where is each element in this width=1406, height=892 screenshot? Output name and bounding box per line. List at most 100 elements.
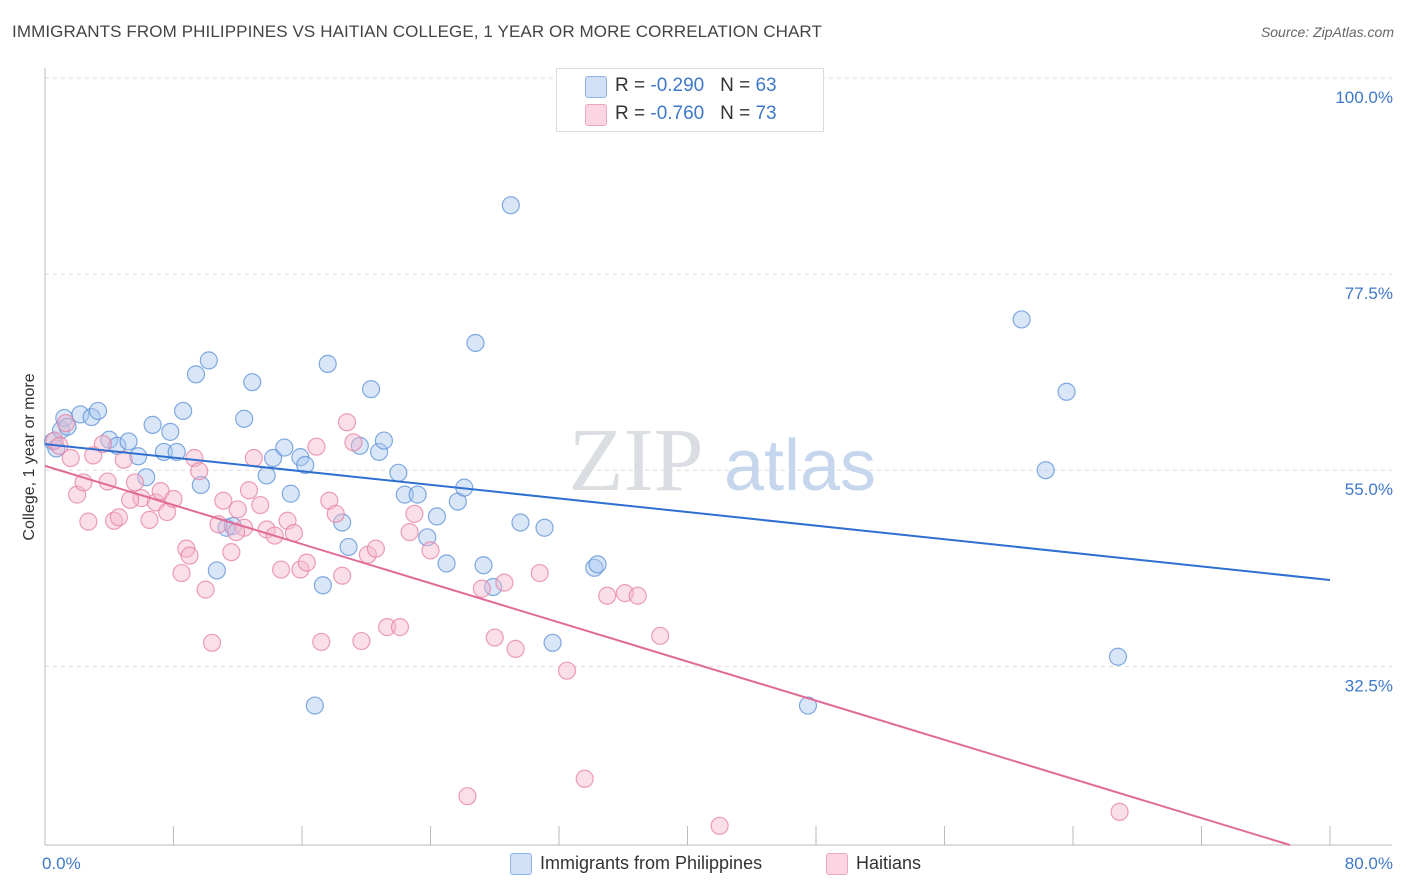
- philippines-point: [361, 380, 381, 399]
- haitians-point: [495, 573, 514, 592]
- y-axis-label: College, 1 year or more: [21, 373, 38, 540]
- legend-swatch-haitians: [585, 104, 607, 126]
- philippines-point: [174, 401, 193, 421]
- philippines-point: [484, 577, 503, 597]
- legend-row-philippines: R = -0.290 N = 63: [557, 73, 823, 99]
- watermark-atlas: atlas: [724, 426, 876, 506]
- legend-n-value: 73: [755, 103, 777, 124]
- grid-lines: [45, 77, 1392, 667]
- haitians-point: [530, 563, 549, 583]
- haitians-point: [575, 769, 594, 788]
- philippines-point: [389, 463, 408, 482]
- legend-label-haitians: Haitians: [856, 853, 922, 873]
- legend-row-haitians: R = -0.760 N = 73: [557, 101, 823, 127]
- y-tick-label: 55.0%: [1345, 480, 1393, 499]
- philippines-point: [437, 554, 456, 573]
- watermark-zip: ZIP: [569, 411, 704, 510]
- haitians-point: [378, 618, 397, 637]
- philippines-point: [235, 409, 254, 428]
- haitians-point: [400, 522, 419, 542]
- haitians-point: [307, 437, 326, 456]
- legend-swatch-philippines: [585, 76, 607, 98]
- philippines-point: [585, 558, 604, 577]
- philippines-point: [1012, 310, 1031, 329]
- haitians-point: [312, 632, 331, 652]
- philippines-point: [263, 448, 283, 468]
- haitians-point: [251, 495, 270, 515]
- haitians-point: [421, 541, 440, 560]
- correlation-legend: R = -0.290 N = 63 R = -0.760 N = 73: [556, 68, 824, 132]
- haitians-point: [651, 626, 670, 645]
- philippines-point: [313, 576, 332, 595]
- philippines-point: [798, 696, 818, 715]
- series-haitians-points: [45, 413, 1129, 835]
- haitians-point: [333, 566, 352, 585]
- philippines-point: [71, 405, 90, 424]
- chart-title: IMMIGRANTS FROM PHILIPPINES VS HAITIAN C…: [12, 22, 822, 41]
- trend-line-haitians: [44, 464, 1291, 846]
- haitians-point: [1110, 802, 1129, 821]
- haitians-point: [228, 500, 247, 519]
- haitians-point: [337, 413, 357, 432]
- series-legend: Immigrants from Philippines Haitians: [0, 852, 1406, 878]
- philippines-point: [427, 507, 447, 526]
- philippines-point: [207, 561, 226, 580]
- haitians-point: [114, 450, 133, 469]
- trend-lines: [44, 443, 1331, 846]
- source-label: Source: ZipAtlas.com: [1260, 24, 1394, 40]
- haitians-point: [140, 510, 159, 529]
- philippines-point: [137, 468, 156, 487]
- trend-line-philippines: [44, 443, 1331, 582]
- haitians-point: [506, 639, 525, 658]
- haitians-point: [272, 560, 291, 579]
- haitians-point: [202, 633, 222, 652]
- philippines-point: [395, 485, 414, 504]
- philippines-point: [186, 365, 206, 384]
- haitians-point: [472, 579, 491, 598]
- philippines-point: [305, 696, 324, 715]
- haitians-point: [291, 560, 310, 579]
- haitians-point: [244, 448, 263, 468]
- philippines-point: [374, 431, 394, 450]
- haitians-point: [628, 586, 647, 605]
- haitians-point: [222, 543, 241, 562]
- philippines-point: [588, 555, 607, 574]
- haitians-point: [214, 491, 233, 510]
- philippines-point: [143, 415, 162, 434]
- haitians-point: [196, 580, 215, 599]
- philippines-point: [318, 354, 337, 373]
- philippines-point: [501, 196, 520, 215]
- legend-r-label: R =: [615, 75, 651, 96]
- haitians-point: [557, 661, 577, 680]
- philippines-point: [243, 373, 262, 392]
- legend-swatch-philippines: [510, 853, 532, 875]
- haitians-point: [344, 433, 363, 452]
- philippines-point: [543, 633, 562, 652]
- philippines-point: [296, 455, 315, 475]
- haitians-point: [104, 511, 124, 530]
- philippines-point: [167, 442, 186, 462]
- haitians-point: [172, 563, 191, 583]
- legend-r-value: -0.760: [650, 103, 705, 124]
- haitians-point: [239, 481, 259, 500]
- haitians-point: [390, 618, 410, 637]
- haitians-point: [56, 414, 75, 433]
- haitians-point: [485, 628, 504, 647]
- philippines-point: [511, 513, 530, 532]
- haitians-point: [93, 434, 112, 454]
- philippines-point: [119, 432, 138, 451]
- philippines-point: [129, 447, 148, 466]
- x-tick-label-min: 0.0%: [42, 854, 81, 873]
- haitians-point: [598, 586, 617, 605]
- philippines-point: [466, 333, 485, 353]
- philippines-point: [1108, 647, 1128, 666]
- philippines-point: [257, 466, 276, 485]
- philippines-point: [199, 351, 218, 370]
- philippines-point: [370, 442, 389, 462]
- haitians-point: [710, 816, 729, 835]
- haitians-point: [458, 787, 477, 806]
- y-tick-label: 100.0%: [1335, 88, 1393, 107]
- x-tick-label-max: 80.0%: [1345, 854, 1393, 873]
- haitians-point: [125, 473, 145, 492]
